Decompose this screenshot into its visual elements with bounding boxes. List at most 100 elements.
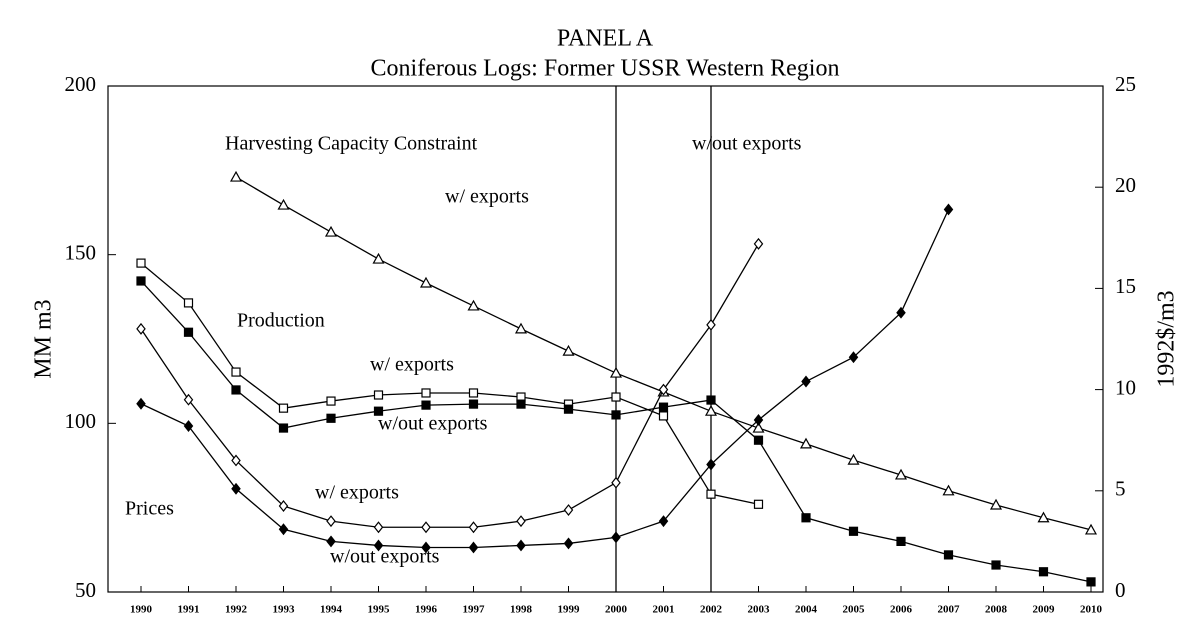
- marker: [848, 526, 859, 536]
- annotation: w/ exports: [445, 186, 529, 208]
- marker: [706, 395, 716, 405]
- marker: [231, 367, 241, 377]
- marker: [516, 399, 526, 409]
- annotation: w/out exports: [378, 413, 488, 435]
- marker: [753, 413, 764, 426]
- marker: [1084, 523, 1098, 535]
- marker: [373, 539, 384, 552]
- marker: [753, 435, 764, 445]
- marker: [799, 437, 813, 449]
- y-tick-label: 100: [65, 409, 97, 433]
- y2-tick-label: 15: [1115, 274, 1136, 298]
- plot-frame: [107, 85, 1104, 593]
- x-tick-label: 1992: [225, 604, 248, 616]
- x-tick-label: 1991: [178, 604, 200, 616]
- marker: [991, 560, 1001, 570]
- y-axis-label: MM m3: [31, 299, 57, 378]
- marker: [706, 458, 716, 471]
- marker: [278, 523, 289, 536]
- marker: [563, 537, 574, 550]
- marker: [277, 198, 290, 210]
- marker: [231, 454, 241, 467]
- marker: [658, 402, 669, 412]
- marker: [894, 468, 908, 480]
- marker: [467, 299, 480, 311]
- marker: [468, 388, 479, 398]
- x-tick-label: 2002: [700, 604, 723, 616]
- annotation: w/out exports: [330, 546, 440, 568]
- series-line: [140, 262, 759, 505]
- marker: [848, 351, 859, 364]
- marker: [183, 420, 194, 432]
- y2-tick-label: 5: [1115, 477, 1126, 501]
- y-tick-label: 150: [65, 240, 97, 264]
- y2-tick-label: 20: [1115, 173, 1136, 197]
- marker: [324, 225, 338, 237]
- marker: [1037, 511, 1050, 523]
- x-tick-label: 2010: [1080, 604, 1103, 616]
- marker: [373, 390, 384, 400]
- marker: [563, 404, 574, 414]
- marker: [563, 504, 574, 516]
- marker: [278, 403, 289, 413]
- x-tick-label: 2001: [653, 604, 675, 616]
- x-tick-label: 1990: [130, 604, 153, 616]
- marker: [421, 388, 431, 398]
- marker: [421, 521, 431, 534]
- marker: [706, 489, 716, 499]
- marker: [989, 498, 1003, 510]
- marker: [611, 392, 621, 402]
- marker: [136, 322, 146, 335]
- marker: [658, 515, 669, 528]
- x-tick-label: 1997: [463, 604, 486, 616]
- marker: [801, 513, 811, 523]
- marker: [516, 515, 526, 528]
- marker: [278, 423, 289, 433]
- marker: [278, 500, 289, 512]
- x-tick-label: 1993: [273, 604, 296, 616]
- x-tick-label: 1995: [368, 604, 391, 616]
- marker: [231, 482, 241, 495]
- marker: [943, 203, 954, 216]
- marker: [183, 298, 194, 308]
- marker: [468, 541, 479, 554]
- x-tick-label: 2005: [843, 604, 866, 616]
- marker: [658, 383, 669, 396]
- annotation: w/ exports: [315, 482, 399, 504]
- marker: [183, 393, 194, 406]
- marker: [942, 484, 955, 496]
- marker: [136, 276, 146, 286]
- series-line: [235, 176, 1092, 531]
- marker: [753, 237, 764, 250]
- marker: [514, 322, 528, 334]
- x-tick-label: 1994: [320, 604, 343, 616]
- y2-axis-label: 1992$/m3: [1154, 290, 1180, 387]
- x-tick-label: 2007: [938, 604, 961, 616]
- marker: [753, 499, 764, 509]
- marker: [229, 170, 243, 182]
- marker: [896, 536, 906, 547]
- x-tick-label: 2009: [1033, 604, 1056, 616]
- marker: [943, 550, 954, 560]
- chart-subtitle: Coniferous Logs: Former USSR Western Reg…: [371, 56, 840, 82]
- marker: [373, 521, 384, 534]
- marker: [611, 410, 621, 420]
- marker: [847, 453, 860, 465]
- x-tick-label: 1999: [558, 604, 581, 616]
- marker: [231, 385, 241, 395]
- marker: [704, 404, 718, 416]
- annotation: Production: [237, 310, 325, 332]
- annotation: Harvesting Capacity Constraint: [225, 133, 478, 155]
- marker: [896, 306, 906, 319]
- marker: [609, 366, 623, 378]
- marker: [468, 399, 479, 409]
- y-tick-label: 200: [65, 72, 97, 96]
- marker: [752, 421, 765, 433]
- marker: [658, 411, 669, 421]
- marker: [562, 344, 575, 356]
- marker: [136, 397, 146, 410]
- x-tick-label: 2004: [795, 604, 818, 616]
- marker: [421, 400, 431, 410]
- marker: [706, 318, 716, 331]
